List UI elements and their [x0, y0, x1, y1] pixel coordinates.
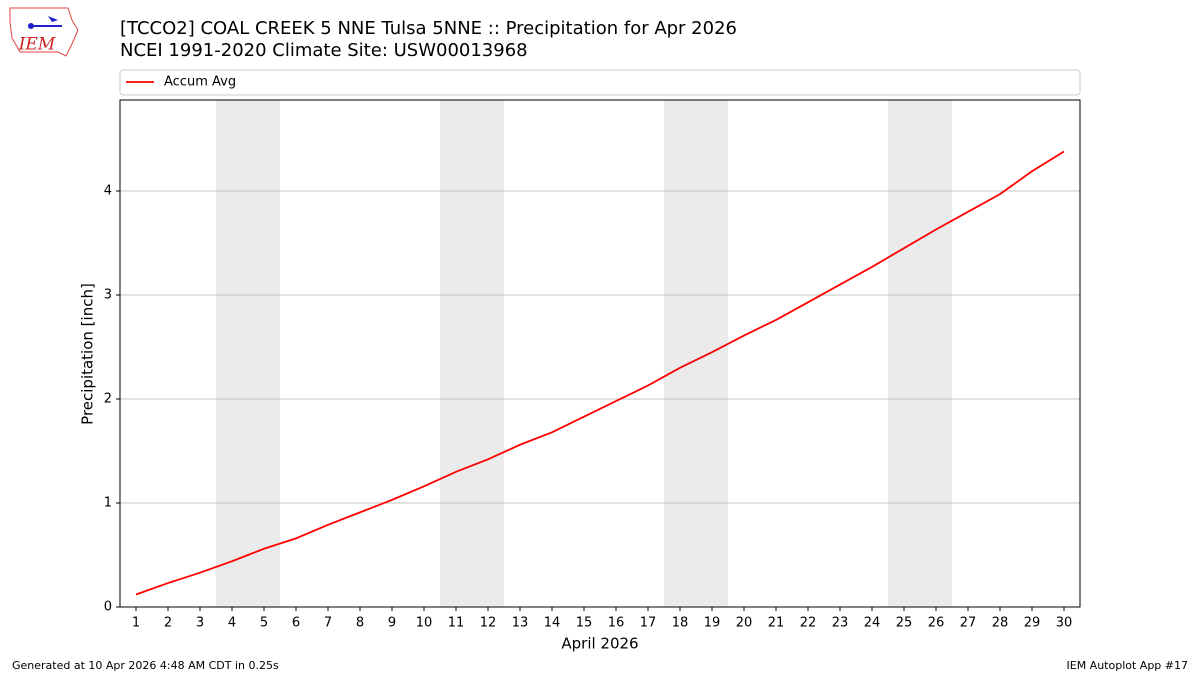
- x-tick-label: 12: [480, 616, 497, 631]
- chart-subtitle: NCEI 1991-2020 Climate Site: USW00013968: [120, 40, 528, 61]
- weekend-span: [888, 100, 952, 607]
- x-tick-label: 26: [928, 616, 945, 631]
- chart-title: [TCCO2] COAL CREEK 5 NNE Tulsa 5NNE :: P…: [120, 18, 737, 39]
- logo-text: IEM: [18, 35, 56, 55]
- x-tick-label: 13: [512, 616, 529, 631]
- x-tick-label: 16: [608, 616, 625, 631]
- y-tick-label: 3: [104, 288, 112, 303]
- x-tick-label: 1: [132, 616, 140, 631]
- x-tick-label: 27: [960, 616, 977, 631]
- x-tick-label: 24: [864, 616, 881, 631]
- x-tick-label: 23: [832, 616, 849, 631]
- data-line: [135, 150, 1065, 596]
- x-tick-label: 28: [992, 616, 1009, 631]
- y-tick-label: 0: [104, 600, 112, 615]
- x-tick-label: 25: [896, 616, 913, 631]
- y-axis-label: Precipitation [inch]: [79, 283, 97, 425]
- x-tick-label: 8: [356, 616, 364, 631]
- weekend-span: [216, 100, 280, 607]
- x-tick-label: 22: [800, 616, 817, 631]
- y-tick-label: 1: [104, 496, 112, 511]
- logo: IEM: [9, 7, 79, 57]
- x-tick-label: 3: [196, 616, 204, 631]
- x-tick-label: 9: [388, 616, 396, 631]
- x-tick-label: 14: [544, 616, 561, 631]
- x-tick-label: 4: [228, 616, 236, 631]
- x-tick-label: 15: [576, 616, 593, 631]
- y-tick-label: 2: [104, 392, 112, 407]
- plot-frame: [119, 99, 1081, 608]
- x-axis-label: April 2026: [561, 635, 638, 653]
- x-tick-label: 5: [260, 616, 268, 631]
- x-tick-label: 7: [324, 616, 332, 631]
- footer-right: IEM Autoplot App #17: [1067, 659, 1189, 672]
- footer-left: Generated at 10 Apr 2026 4:48 AM CDT in …: [12, 659, 279, 672]
- x-tick-label: 17: [640, 616, 657, 631]
- x-tick-label: 18: [672, 616, 689, 631]
- legend-label: Accum Avg: [164, 75, 236, 90]
- x-tick-label: 2: [164, 616, 172, 631]
- weekend-span: [664, 100, 728, 607]
- x-tick-label: 6: [292, 616, 300, 631]
- x-tick-label: 29: [1024, 616, 1041, 631]
- legend-box: [119, 69, 1081, 96]
- x-tick-label: 19: [704, 616, 721, 631]
- x-tick-label: 11: [448, 616, 465, 631]
- y-tick-label: 4: [104, 184, 112, 199]
- weekend-span: [440, 100, 504, 607]
- x-tick-label: 20: [736, 616, 753, 631]
- x-tick-label: 21: [768, 616, 785, 631]
- x-tick-label: 10: [416, 616, 433, 631]
- x-tick-label: 30: [1056, 616, 1073, 631]
